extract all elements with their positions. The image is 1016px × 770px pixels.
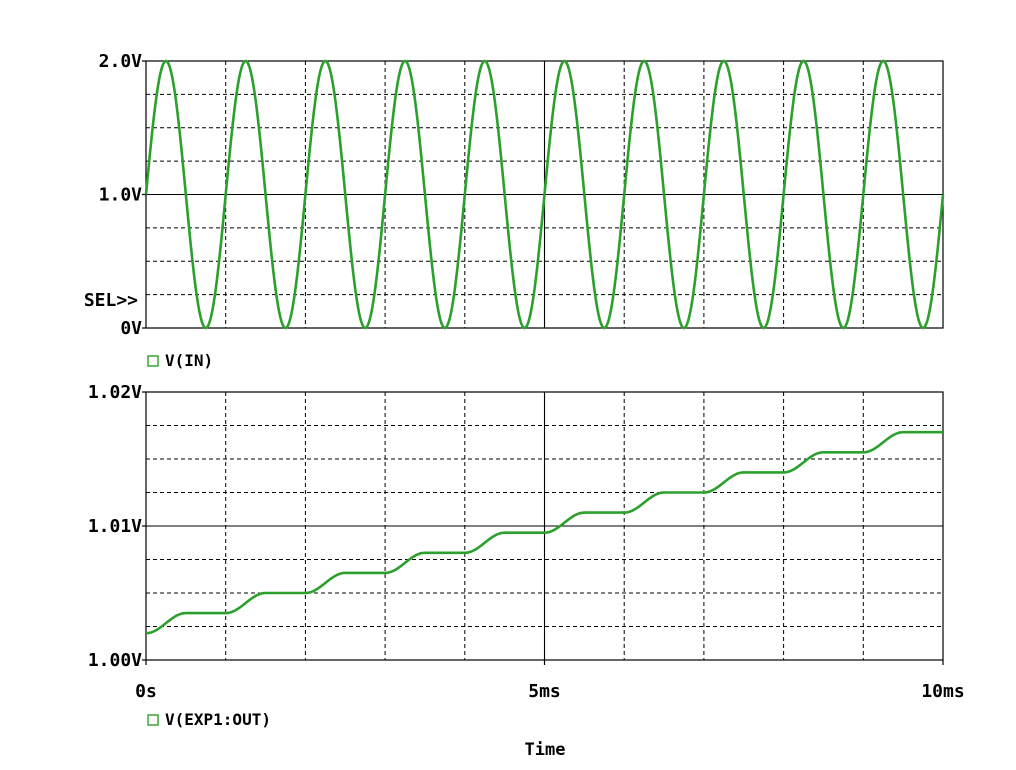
legend-out[interactable]: V(EXP1:OUT) bbox=[147, 710, 271, 729]
y-tick-vin: 1.0V bbox=[99, 185, 143, 206]
selection-marker: SEL>> bbox=[84, 290, 138, 311]
x-tick: 10ms bbox=[921, 681, 964, 702]
y-tick-out: 1.02V bbox=[88, 382, 142, 403]
legend-label-out: V(EXP1:OUT) bbox=[165, 710, 271, 729]
y-ticks-vin: 2.0V 1.0V 0V bbox=[99, 51, 146, 339]
trace-vin bbox=[144, 59, 945, 330]
legend-vin[interactable]: V(IN) bbox=[147, 351, 213, 370]
legend-label-vin: V(IN) bbox=[165, 351, 213, 370]
y-tick-vin: 2.0V bbox=[99, 51, 143, 72]
x-ticks: 0s 5ms 10ms bbox=[135, 660, 965, 702]
square-marker-icon bbox=[147, 714, 159, 726]
grid-out bbox=[146, 392, 943, 660]
y-tick-out: 1.01V bbox=[88, 516, 142, 537]
y-tick-vin: 0V bbox=[120, 318, 142, 339]
plot-panel-vin: 2.0V 1.0V 0V SEL>> bbox=[84, 51, 945, 339]
y-tick-out: 1.00V bbox=[88, 650, 142, 671]
square-marker-icon bbox=[147, 355, 159, 367]
x-axis-title: Time bbox=[525, 740, 566, 760]
plot-panel-out: 1.02V 1.01V 1.00V bbox=[88, 382, 944, 671]
trace-out bbox=[145, 430, 943, 635]
x-tick: 0s bbox=[135, 681, 157, 702]
y-ticks-out: 1.02V 1.01V 1.00V bbox=[88, 382, 146, 671]
x-tick: 5ms bbox=[528, 681, 561, 702]
